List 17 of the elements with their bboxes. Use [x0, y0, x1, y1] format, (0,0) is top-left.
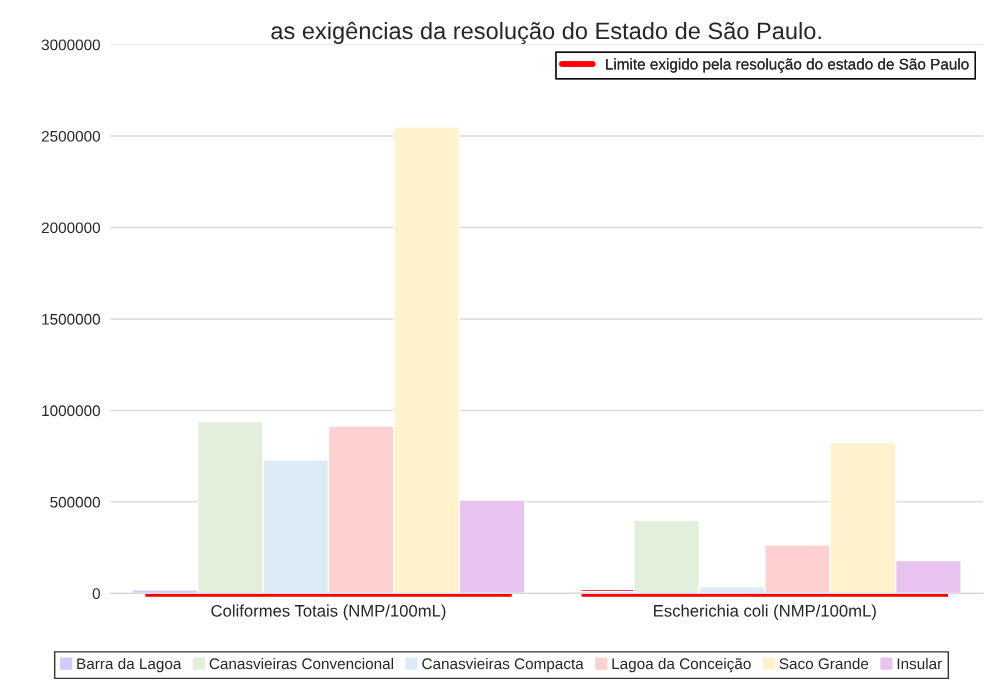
legend-label: Lagoa da Conceição	[612, 657, 751, 673]
legend-label: Canasvieiras Compacta	[422, 657, 584, 673]
legend-label: Saco Grande	[779, 657, 869, 670]
legend-label: Canasvieiras Convencional	[209, 657, 393, 670]
legend-label: Limite exigido pela resolução do estado de São Paulo	[606, 58, 969, 73]
y-tick-label: 500000	[50, 496, 101, 508]
y-tick-label: 0	[92, 588, 101, 600]
chart-title: as exigências da resolução do Estado de São Paulo.	[271, 21, 821, 45]
y-tick-label: 1000000	[42, 405, 101, 417]
y-tick-label: 1500000	[42, 313, 101, 325]
x-tick-label: Escherichia coli (NMP/100mL)	[654, 604, 876, 621]
legend-label: Barra da Lagoa	[77, 657, 182, 673]
y-tick-label: 3000000	[41, 39, 101, 51]
y-tick-label: 2500000	[41, 130, 101, 142]
x-tick-label: Coliformes Totais (NMP/100mL)	[211, 604, 446, 621]
legend-label: Insular	[897, 657, 942, 670]
y-tick-label: 2000000	[41, 222, 101, 234]
